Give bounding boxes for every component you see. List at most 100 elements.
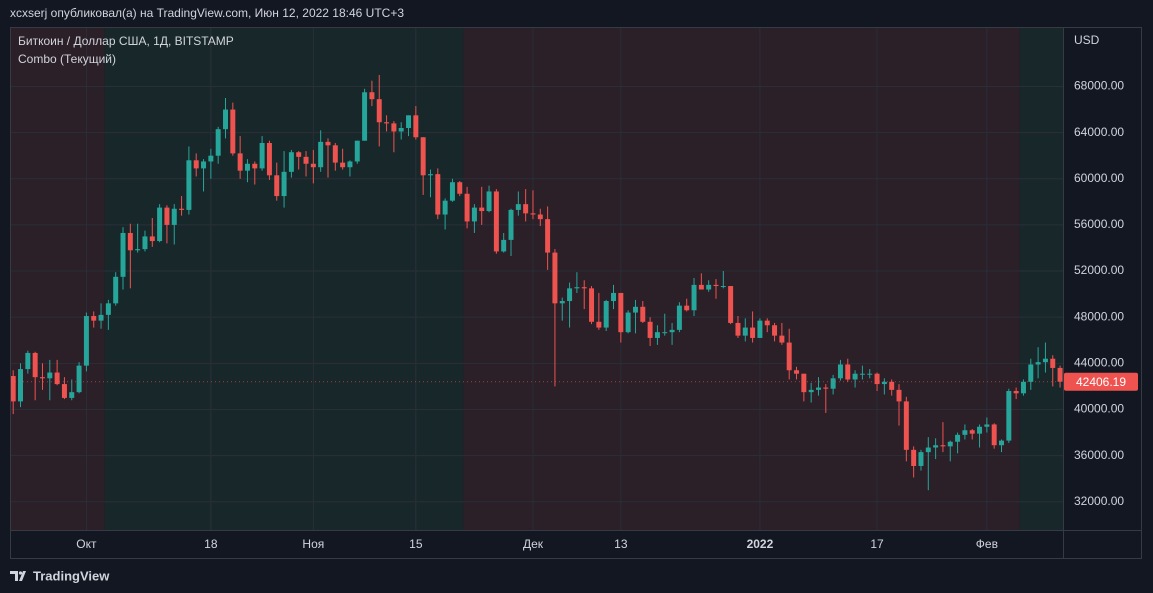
candle-body: [764, 320, 770, 326]
candle-body: [61, 384, 67, 398]
y-tick-label: 32000.00: [1074, 494, 1124, 508]
candle-body: [259, 143, 265, 169]
candle-body: [801, 373, 807, 393]
candle-body: [508, 209, 514, 240]
candle-body: [662, 332, 668, 334]
x-tick-label: Фев: [976, 537, 998, 551]
candle-body: [244, 163, 250, 171]
candle-body: [208, 155, 214, 162]
candle-body: [318, 141, 324, 168]
x-tick-label: 17: [870, 537, 884, 551]
x-tick-label: Ноя: [302, 537, 324, 551]
x-tick-label: 15: [409, 537, 423, 551]
candle-body: [420, 137, 426, 176]
candle-body: [823, 387, 829, 389]
y-tick-label: 64000.00: [1074, 125, 1124, 139]
candle-body: [1028, 364, 1034, 382]
candle-body: [149, 236, 155, 242]
candle-body: [230, 109, 236, 154]
candle-body: [171, 208, 177, 225]
candle-body: [640, 306, 646, 322]
candle-body: [969, 430, 975, 434]
candle-body: [837, 364, 843, 379]
candle-body: [940, 445, 946, 447]
logo-dot: [18, 571, 23, 575]
last-price-label: 42406.19: [1076, 375, 1126, 389]
candle-body: [881, 381, 887, 385]
candle-body: [669, 329, 675, 333]
candle-body: [223, 109, 228, 130]
candle-body: [955, 434, 961, 442]
candle-body: [347, 161, 353, 168]
candle-body: [120, 232, 126, 277]
candle-body: [32, 352, 38, 378]
candle-body: [830, 378, 836, 389]
y-tick-label: 48000.00: [1074, 309, 1124, 323]
candle-body: [757, 320, 763, 338]
candle-body: [325, 141, 331, 146]
candle-body: [611, 292, 616, 302]
candle-body: [142, 236, 148, 250]
candle-body: [98, 314, 104, 321]
candle-body: [632, 306, 638, 313]
candle-body: [947, 441, 953, 447]
candle-body: [127, 232, 133, 251]
x-tick-label: 2022: [747, 537, 774, 551]
candle-body: [332, 145, 338, 163]
y-tick-label: 60000.00: [1074, 171, 1124, 185]
y-tick-label: 68000.00: [1074, 79, 1124, 93]
header: xcxserj опубликовал(а) на TradingView.co…: [10, 6, 404, 20]
y-tick-label: 44000.00: [1074, 355, 1124, 369]
candle-body: [896, 389, 902, 402]
candle-body: [925, 447, 931, 453]
candle-body: [384, 122, 390, 124]
candle-body: [296, 152, 302, 157]
indicator-band: [1019, 28, 1063, 530]
candle-body: [69, 392, 75, 398]
candle-body: [772, 325, 778, 336]
candle-body: [559, 301, 565, 304]
candle-body: [354, 140, 360, 162]
candle-body: [193, 160, 199, 169]
y-axis-label: USD: [1074, 33, 1100, 47]
candle-body: [442, 200, 448, 215]
candle-body: [288, 152, 294, 172]
candle-body: [1057, 367, 1063, 382]
candle-body: [427, 174, 433, 176]
chart-title: Биткоин / Доллар США, 1Д, BITSTAMP: [18, 34, 234, 48]
candle-body: [252, 163, 258, 169]
candle-body: [457, 182, 463, 194]
candle-body: [25, 352, 31, 370]
candle-body: [984, 424, 990, 427]
candle-body: [406, 115, 412, 129]
indicator-band: [104, 28, 464, 530]
candle-body: [545, 219, 551, 253]
candle-body: [889, 381, 895, 390]
panel-border: [10, 27, 1142, 559]
candle-body: [471, 207, 477, 222]
candle-body: [1042, 358, 1048, 363]
indicator-band: [11, 28, 105, 530]
candle-body: [1035, 362, 1041, 365]
candle-body: [794, 370, 800, 374]
candle-body: [435, 174, 441, 215]
candle-body: [581, 287, 587, 289]
y-tick-label: 52000.00: [1074, 263, 1124, 277]
candle-body: [398, 128, 404, 132]
candle-body: [464, 193, 470, 222]
candle-body: [574, 287, 580, 289]
indicator-band: [463, 28, 1020, 530]
candle-body: [369, 92, 375, 100]
x-tick-label: Окт: [76, 537, 97, 551]
candle-body: [186, 160, 192, 210]
candle-body: [1050, 358, 1056, 368]
candle-body: [164, 207, 170, 225]
footer-brand: TradingView: [33, 568, 110, 583]
candle-body: [201, 161, 207, 169]
candle-body: [720, 286, 726, 288]
candle-body: [859, 373, 865, 375]
candle-body: [933, 445, 939, 448]
candle-body: [567, 288, 573, 302]
candle-body: [501, 239, 507, 252]
